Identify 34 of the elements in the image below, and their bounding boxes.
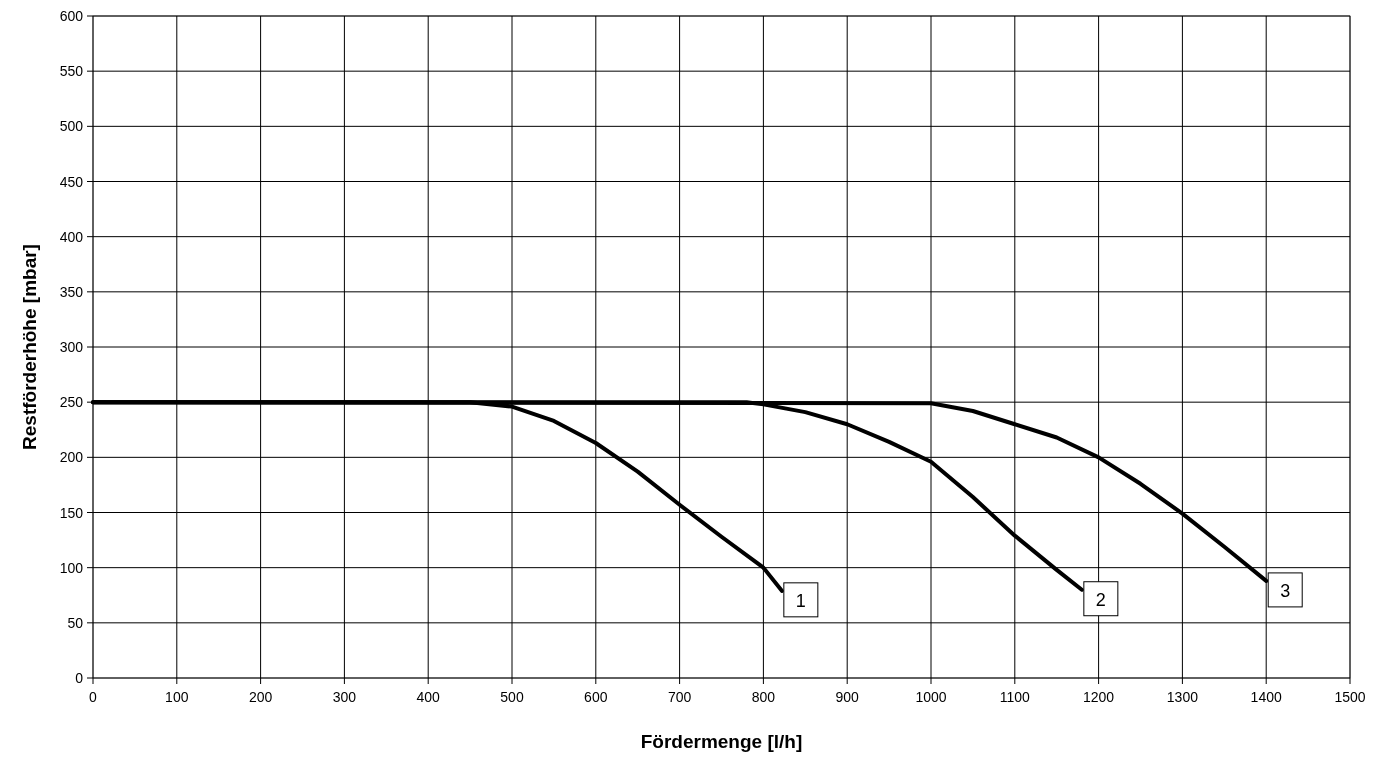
x-tick-label: 900: [835, 689, 860, 705]
series-label: 2: [1095, 589, 1106, 610]
x-tick-label: 1400: [1250, 689, 1282, 705]
y-tick-label: 150: [59, 504, 84, 521]
series-label: 1: [795, 590, 806, 611]
x-tick-label: 600: [584, 689, 608, 705]
x-tick-label: 100: [165, 689, 189, 705]
x-tick-label: 0: [89, 689, 98, 705]
x-tick-label: 300: [332, 689, 357, 705]
x-tick-label: 1200: [1083, 689, 1115, 705]
x-tick-label: 400: [416, 689, 441, 705]
y-tick-label: 450: [59, 173, 84, 190]
y-tick-label: 400: [59, 228, 84, 245]
y-tick-label: 0: [75, 670, 84, 686]
series-label: 3: [1280, 580, 1291, 601]
y-tick-label: 500: [59, 118, 84, 135]
y-tick-label: 550: [59, 63, 84, 80]
y-tick-label: 600: [59, 8, 84, 24]
x-tick-label: 200: [248, 689, 273, 705]
y-tick-label: 350: [59, 283, 84, 300]
y-tick-label: 200: [59, 449, 84, 466]
x-tick-label: 1100: [999, 689, 1031, 705]
x-tick-label: 500: [500, 689, 524, 705]
x-tick-label: 1000: [915, 689, 947, 705]
x-tick-label: 800: [751, 689, 776, 705]
x-tick-label: 1500: [1334, 689, 1366, 705]
y-tick-label: 50: [67, 614, 84, 631]
y-axis-title: Restförderhöhe [mbar]: [19, 244, 40, 450]
x-tick-label: 700: [667, 689, 692, 705]
x-axis-title: Fördermenge [l/h]: [640, 731, 803, 752]
y-tick-label: 300: [59, 339, 84, 355]
x-tick-label: 1300: [1166, 689, 1199, 705]
y-tick-label: 250: [59, 394, 84, 411]
y-tick-label: 100: [59, 559, 84, 576]
